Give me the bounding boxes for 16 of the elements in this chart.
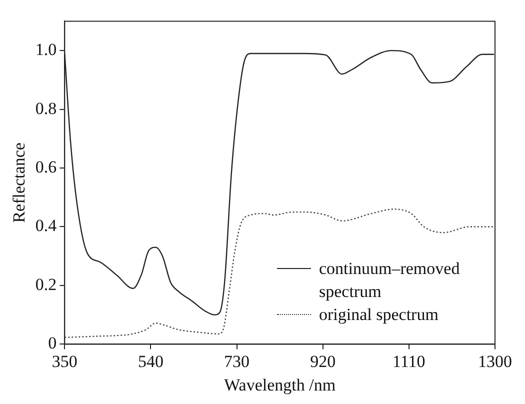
y-tick-label: 0 — [48, 334, 57, 353]
x-tick-label: 540 — [138, 352, 164, 371]
y-tick-label: 0.8 — [35, 98, 57, 118]
y-axis-title: Reflectance — [10, 142, 29, 223]
x-tick-label: 920 — [310, 352, 336, 371]
legend-label: original spectrum — [319, 304, 438, 326]
x-tick-label: 1300 — [478, 352, 512, 371]
y-tick-label: 0.4 — [35, 216, 58, 236]
x-tick-label: 350 — [52, 352, 78, 371]
x-tick-label: 1110 — [392, 352, 426, 371]
line-series — [64, 208, 495, 338]
x-tick-label: 730 — [224, 352, 250, 371]
y-tick-label: 1.0 — [35, 40, 57, 60]
y-tick-label: 0.2 — [35, 274, 57, 294]
x-axis-title: Wavelength /nm — [224, 375, 336, 394]
y-tick-label: 0.6 — [35, 157, 57, 176]
